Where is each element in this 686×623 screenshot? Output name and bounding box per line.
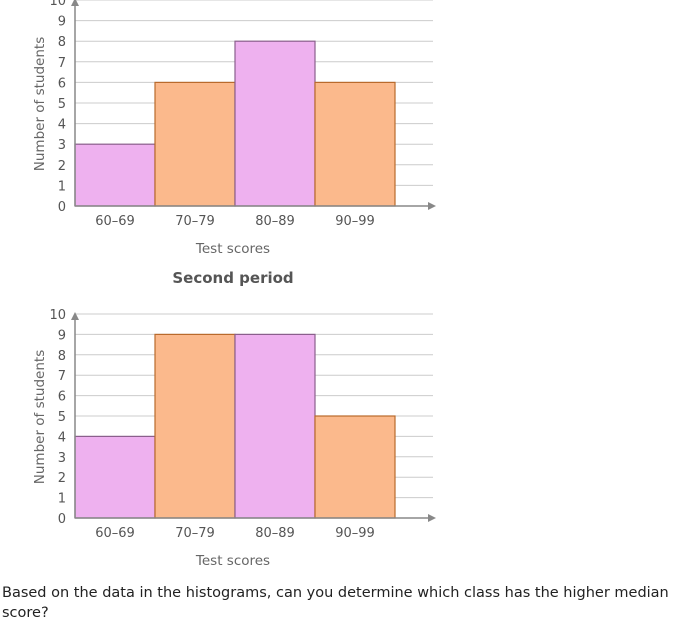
chart2-category-label: 60–69 (95, 526, 135, 541)
chart2-y-tick-label: 4 (58, 430, 66, 445)
chart2-x-axis-arrow (428, 514, 436, 522)
chart1-y-tick-label: 2 (58, 159, 66, 174)
chart2-y-tick-label: 5 (58, 410, 66, 425)
chart1-y-tick-label: 3 (58, 138, 66, 153)
chart2-y-tick-label: 1 (58, 492, 66, 507)
chart2-bar-1 (74, 435, 156, 519)
chart1-y-tick-label: 10 (49, 0, 66, 9)
chart1-y-tick-label: 0 (58, 200, 66, 215)
chart2-y-tick-label: 10 (49, 308, 66, 323)
chart2-title: Second period (172, 269, 293, 287)
chart2-y-tick-label: 3 (58, 451, 66, 466)
chart1-category-label: 80–89 (255, 214, 295, 229)
chart2-y-tick-label: 9 (58, 328, 66, 343)
chart2-x-axis-label: Test scores (195, 553, 270, 569)
chart2-bar-3 (234, 333, 316, 519)
chart2-bar-2 (154, 333, 236, 519)
chart2-category-label: 80–89 (255, 526, 295, 541)
chart1-category-label: 70–79 (175, 214, 215, 229)
chart2-y-axis-arrow (71, 312, 79, 320)
chart2-bar-4 (314, 415, 396, 519)
chart1-y-axis-arrow (71, 0, 79, 6)
chart1-bar-1 (74, 143, 156, 207)
chart1-bar-4 (314, 81, 396, 207)
chart1-category-label: 90–99 (335, 214, 375, 229)
chart2-y-tick-label: 8 (58, 349, 66, 364)
chart1-y-tick-label: 4 (58, 118, 66, 133)
chart1-y-tick-label: 6 (58, 76, 66, 91)
chart2-y-tick-label: 6 (58, 390, 66, 405)
chart2-category-label: 70–79 (175, 526, 215, 541)
question-text: Based on the data in the histograms, can… (2, 585, 669, 621)
chart2-y-tick-label: 0 (58, 512, 66, 527)
chart2-category-label: 90–99 (335, 526, 375, 541)
chart1-x-axis-label: Test scores (195, 241, 270, 257)
chart2-y-tick-label: 2 (58, 471, 66, 486)
chart2-y-axis-label: Number of students (32, 350, 48, 484)
chart1-y-axis-label: Number of students (32, 37, 48, 171)
chart1-category-label: 60–69 (95, 214, 135, 229)
chart1-y-tick-label: 8 (58, 35, 66, 50)
chart1-bar-2 (154, 81, 236, 207)
chart1-y-tick-label: 1 (58, 179, 66, 194)
chart1-bar-3 (234, 40, 316, 207)
chart2-y-tick-label: 7 (58, 369, 66, 384)
chart1-x-axis-arrow (428, 202, 436, 210)
chart1-y-tick-label: 9 (58, 15, 66, 30)
chart1-y-tick-label: 5 (58, 97, 66, 112)
chart1-y-tick-label: 7 (58, 56, 66, 71)
